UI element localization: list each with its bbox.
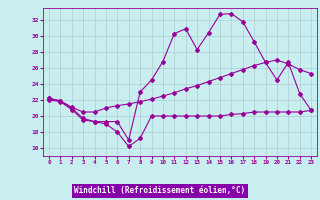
Text: Windchill (Refroidissement éolien,°C): Windchill (Refroidissement éolien,°C) — [75, 186, 245, 196]
